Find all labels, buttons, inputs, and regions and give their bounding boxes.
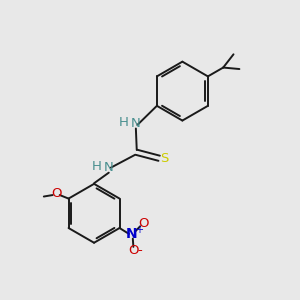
Text: N: N bbox=[104, 161, 114, 175]
Text: -: - bbox=[137, 244, 142, 257]
Text: +: + bbox=[135, 225, 143, 235]
Text: H: H bbox=[118, 116, 128, 129]
Text: O: O bbox=[51, 188, 62, 200]
Text: N: N bbox=[126, 227, 138, 241]
Text: H: H bbox=[92, 160, 102, 173]
Text: N: N bbox=[131, 117, 141, 130]
Text: S: S bbox=[160, 152, 169, 165]
Text: O: O bbox=[138, 218, 148, 230]
Text: O: O bbox=[128, 244, 139, 257]
